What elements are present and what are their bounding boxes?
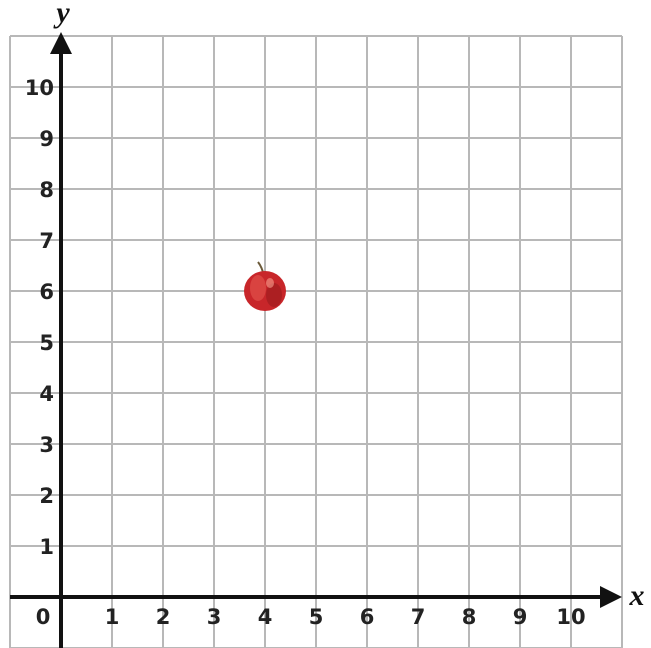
x-tick-label: 6 bbox=[360, 605, 375, 629]
apple-highlight bbox=[266, 278, 274, 288]
y-tick-label: 8 bbox=[39, 178, 54, 202]
axes bbox=[10, 32, 622, 648]
y-axis-label: y bbox=[53, 0, 70, 29]
y-tick-label: 5 bbox=[39, 331, 54, 355]
y-tick-label: 3 bbox=[39, 433, 54, 457]
x-tick-label: 2 bbox=[156, 605, 171, 629]
x-tick-label: 1 bbox=[105, 605, 120, 629]
y-tick-label: 4 bbox=[39, 382, 54, 406]
x-tick-label: 10 bbox=[556, 605, 585, 629]
x-tick-label: 0 bbox=[36, 605, 51, 629]
x-tick-label: 8 bbox=[462, 605, 477, 629]
y-axis-arrow bbox=[50, 32, 72, 54]
y-tick-label: 2 bbox=[39, 484, 54, 508]
y-tick-label: 10 bbox=[25, 76, 54, 100]
grid bbox=[9, 35, 623, 648]
y-tick-label: 6 bbox=[39, 280, 54, 304]
apple-shade bbox=[250, 275, 266, 301]
y-tick-label: 7 bbox=[39, 229, 54, 253]
x-tick-label: 4 bbox=[258, 605, 273, 629]
apple bbox=[244, 261, 286, 311]
y-tick-label: 1 bbox=[39, 535, 54, 559]
x-axis-arrow bbox=[600, 586, 622, 608]
x-axis-label: x bbox=[629, 579, 645, 612]
x-tick-label: 7 bbox=[411, 605, 426, 629]
y-tick-label: 9 bbox=[39, 127, 54, 151]
x-tick-label: 3 bbox=[207, 605, 222, 629]
apple-dark bbox=[266, 283, 282, 307]
x-tick-label: 9 bbox=[513, 605, 528, 629]
x-tick-label: 5 bbox=[309, 605, 324, 629]
